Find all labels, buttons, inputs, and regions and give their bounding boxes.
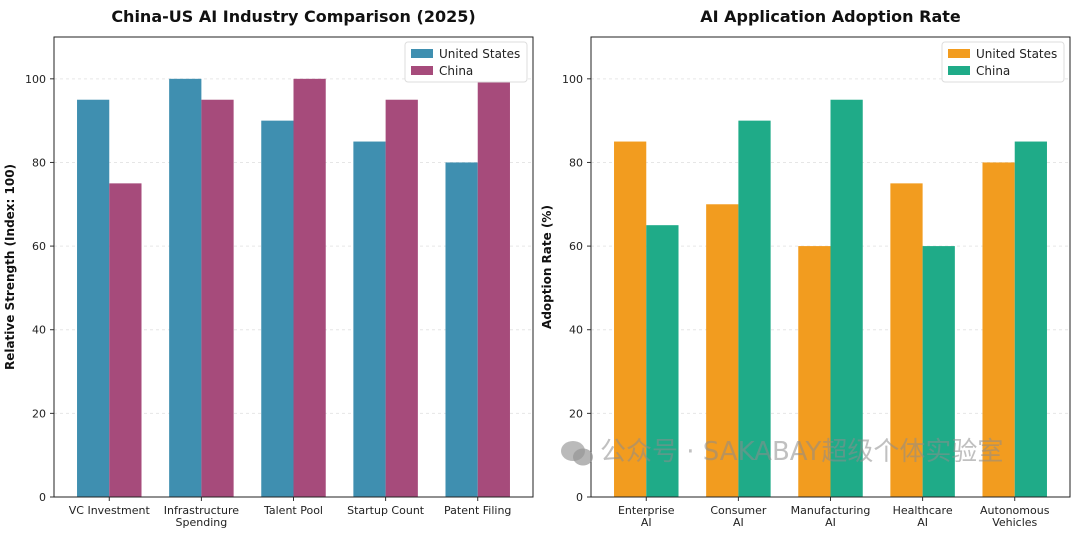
watermark: 公众号 · SAKABAY超级个体实验室 — [560, 436, 1003, 468]
bar-china — [646, 225, 679, 497]
legend-swatch — [948, 66, 970, 75]
bar-united-states — [982, 162, 1015, 498]
y-tick-label: 100 — [25, 73, 46, 86]
bar-china — [293, 78, 326, 498]
legend: United States China — [404, 41, 528, 83]
bar-united-states — [890, 183, 923, 497]
legend-label: China — [439, 64, 473, 78]
bar-united-states — [261, 120, 294, 498]
plot-frame — [590, 36, 1071, 498]
bar-united-states — [77, 99, 110, 498]
y-tick-label: 20 — [569, 407, 583, 420]
y-tick-label: 80 — [569, 156, 583, 169]
y-tick-label: 60 — [32, 240, 46, 253]
y-tick-label: 100 — [562, 73, 583, 86]
x-tick-label: Talent Pool — [263, 504, 323, 517]
bar-china — [201, 99, 234, 498]
legend-swatch — [948, 49, 970, 58]
legend-box — [941, 41, 1065, 83]
y-axis-label: Adoption Rate (%) — [540, 205, 554, 329]
x-tick-label: Enterprise — [618, 504, 675, 517]
y-tick-label: 0 — [576, 491, 583, 504]
legend-box — [404, 41, 528, 83]
x-tick-label: Startup Count — [347, 504, 425, 517]
y-axis-label: Relative Strength (Index: 100) — [3, 164, 17, 370]
bar-china — [477, 78, 510, 498]
wechat-icon — [561, 440, 593, 465]
bar-united-states — [445, 162, 478, 498]
plot-frame — [53, 36, 534, 498]
bar-united-states — [798, 246, 831, 497]
x-tick-label: AI — [641, 516, 652, 529]
legend-label: China — [976, 64, 1010, 78]
bar-china — [1014, 141, 1047, 497]
legend-label: United States — [976, 47, 1057, 61]
bar-china — [922, 246, 955, 497]
x-tick-label: Healthcare — [893, 504, 953, 517]
y-tick-label: 0 — [39, 491, 46, 504]
x-tick-label: VC Investment — [69, 504, 151, 517]
y-tick-label: 20 — [32, 407, 46, 420]
chart-title: AI Application Adoption Rate — [700, 7, 961, 26]
chart-title: China-US AI Industry Comparison (2025) — [111, 7, 475, 26]
chart-1: China-US AI Industry Comparison (2025) Re… — [3, 7, 534, 529]
x-tick-label: Autonomous — [980, 504, 1050, 517]
x-tick-label: AI — [825, 516, 836, 529]
y-tick-label: 80 — [32, 156, 46, 169]
bar-china — [385, 99, 418, 498]
bar-united-states — [614, 141, 647, 497]
legend-label: United States — [439, 47, 520, 61]
x-tick-label: Vehicles — [992, 516, 1037, 529]
x-tick-label: Manufacturing — [791, 504, 871, 517]
chart-2: AI Application Adoption Rate Adoption Rat… — [540, 7, 1071, 529]
bar-china — [738, 120, 771, 498]
x-tick-label: Patent Filing — [444, 504, 511, 517]
x-tick-label: Spending — [176, 516, 228, 529]
x-tick-label: AI — [733, 516, 744, 529]
legend-swatch — [411, 66, 433, 75]
bar-china — [830, 99, 863, 498]
x-tick-label: Infrastructure — [164, 504, 240, 517]
bar-united-states — [353, 141, 386, 497]
legend: United States China — [941, 41, 1065, 83]
y-tick-label: 40 — [569, 324, 583, 337]
y-tick-label: 40 — [32, 324, 46, 337]
y-tick-label: 60 — [569, 240, 583, 253]
x-tick-label: AI — [917, 516, 928, 529]
legend-swatch — [411, 49, 433, 58]
bar-china — [109, 183, 142, 497]
watermark-text: 公众号 · SAKABAY超级个体实验室 — [600, 437, 1004, 467]
bar-united-states — [706, 204, 739, 498]
bar-united-states — [169, 78, 202, 498]
x-tick-label: Consumer — [710, 504, 767, 517]
